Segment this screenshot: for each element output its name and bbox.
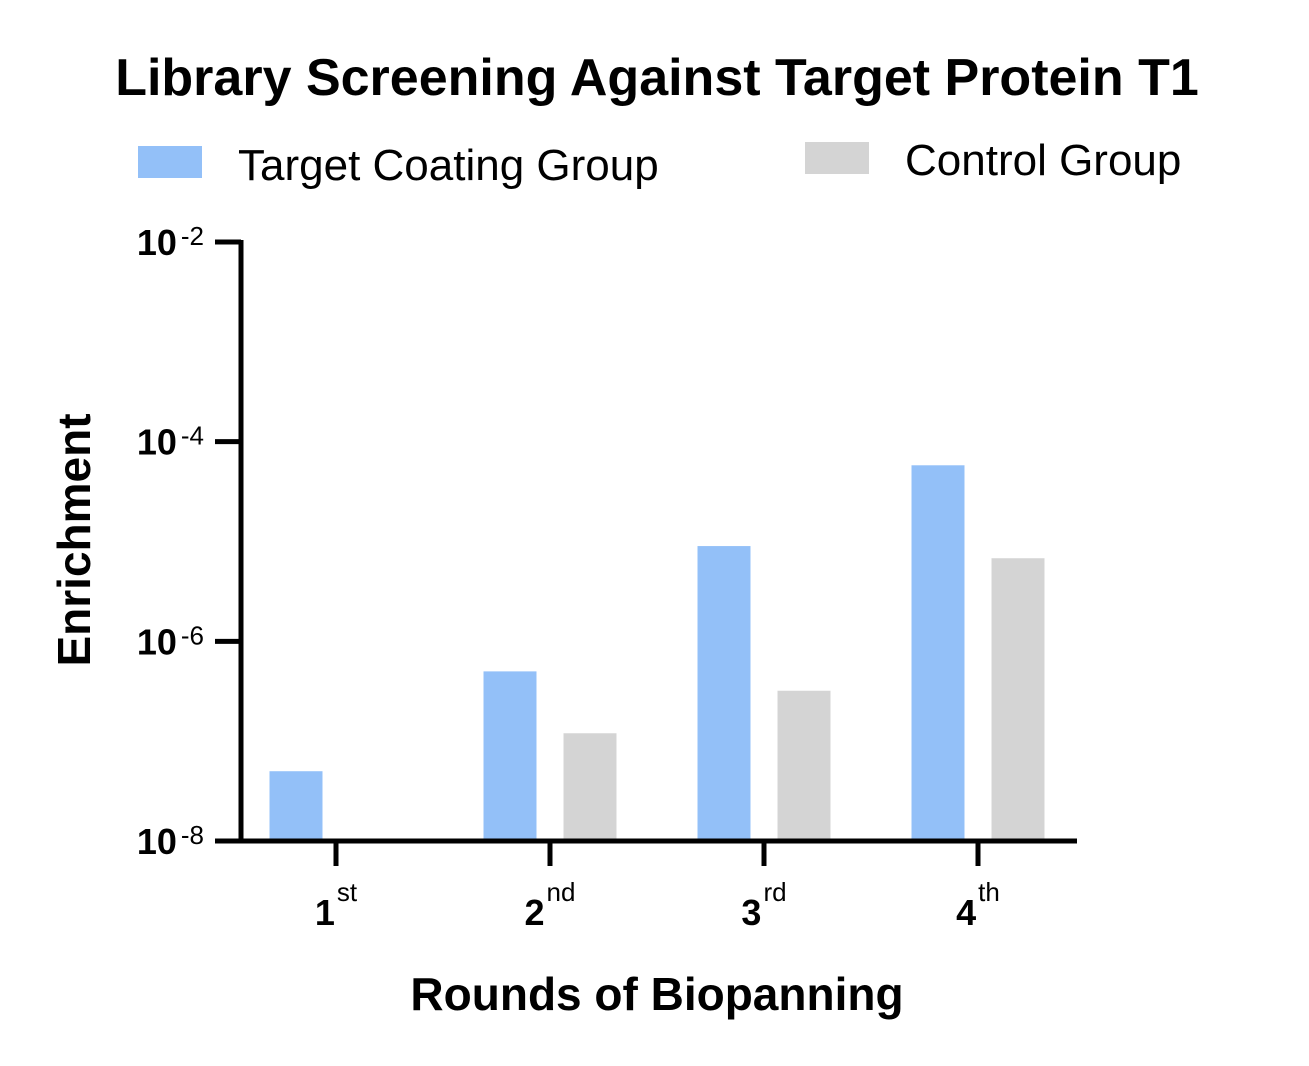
bar-control [563, 733, 617, 841]
y-tick-label: 10 -4 [137, 421, 204, 463]
bar-control [777, 690, 831, 841]
x-tick-label: 3rd [741, 877, 786, 933]
legend-label-control: Control Group [905, 136, 1181, 185]
y-tick-label: 10 -6 [137, 620, 204, 662]
bar-target [483, 671, 537, 841]
legend-swatch-control [805, 142, 869, 174]
legend-swatch-target [138, 146, 202, 178]
bars-group [269, 465, 1045, 841]
bar-control [991, 558, 1045, 841]
x-axis-ticks: 1st 2nd 3rd 4th [315, 843, 1000, 933]
x-axis-title: Rounds of Biopanning [410, 968, 903, 1020]
legend: Target Coating Group Control Group [138, 136, 1181, 190]
bar-target [269, 771, 323, 841]
y-axis-title: Enrichment [48, 413, 100, 666]
y-tick-label: 10 -8 [137, 820, 204, 862]
legend-label-target: Target Coating Group [238, 141, 659, 190]
bar-target [697, 546, 751, 841]
x-tick-label: 1st [315, 877, 358, 933]
chart-title: Library Screening Against Target Protein… [115, 49, 1199, 107]
bar-target [911, 465, 965, 841]
x-tick-label: 2nd [525, 877, 576, 933]
x-tick-label: 4th [956, 877, 1000, 933]
y-axis-ticks: 10-8 10-6 10-4 10-2 [137, 221, 241, 862]
y-tick-label: 10 -2 [137, 221, 204, 263]
